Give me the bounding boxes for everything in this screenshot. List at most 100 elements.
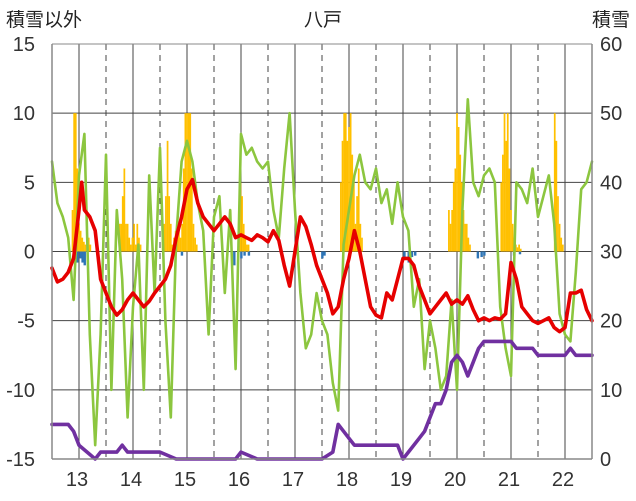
- right-tick-label: 60: [600, 34, 622, 56]
- yellow-bar-58: [344, 113, 347, 252]
- blue-bar-10: [323, 251, 326, 256]
- blue-bar-13: [410, 251, 414, 258]
- yellow-bar-94: [518, 244, 520, 252]
- yellow-bar-0: [71, 210, 74, 252]
- x-tick-label: 21: [498, 469, 520, 491]
- yellow-bar-41: [186, 113, 188, 252]
- yellow-bar-25: [139, 244, 142, 252]
- left-tick-label: 5: [24, 172, 35, 194]
- yellow-bar-82: [469, 244, 471, 252]
- yellow-bar-88: [508, 168, 511, 252]
- yellow-bar-20: [131, 237, 134, 252]
- right-tick-label: 40: [600, 172, 622, 194]
- yellow-bar-6: [81, 237, 84, 252]
- yellow-bar-75: [457, 127, 460, 252]
- blue-bar-11: [403, 251, 406, 259]
- yellow-bar-40: [184, 113, 187, 252]
- yellow-bar-8: [84, 244, 87, 252]
- yellow-bar-79: [464, 223, 466, 252]
- blue-bar-0: [75, 251, 79, 263]
- yellow-bar-50: [241, 196, 243, 252]
- yellow-bar-78: [462, 210, 465, 252]
- blue-bar-15: [476, 251, 480, 259]
- yellow-bar-31: [169, 223, 172, 252]
- right-axis-title: 積雪: [592, 9, 630, 31]
- yellow-bar-27: [163, 223, 166, 252]
- yellow-bar-44: [190, 168, 193, 252]
- yellow-bar-60: [348, 127, 350, 252]
- x-tick-label: 17: [282, 469, 304, 491]
- yellow-bar-28: [165, 196, 167, 252]
- x-tick-label: 22: [552, 469, 574, 491]
- yellow-bar-55: [340, 182, 342, 252]
- yellow-bar-22: [134, 244, 137, 252]
- yellow-bar-57: [343, 113, 346, 252]
- x-tick-label: 19: [390, 469, 412, 491]
- yellow-bar-49: [239, 182, 242, 252]
- yellow-bar-84: [502, 154, 504, 252]
- yellow-bar-4: [78, 223, 80, 252]
- right-tick-label: 10: [600, 380, 622, 402]
- blue-bar-6: [240, 251, 243, 259]
- yellow-bar-7: [82, 241, 85, 252]
- yellow-bar-10: [87, 237, 90, 252]
- yellow-bar-16: [125, 223, 127, 252]
- yellow-bar-1: [73, 113, 76, 252]
- yellow-bar-17: [126, 223, 129, 252]
- yellow-bar-90: [511, 223, 514, 252]
- yellow-bar-101: [561, 244, 564, 252]
- yellow-bar-30: [168, 196, 171, 252]
- yellow-bar-73: [454, 168, 457, 252]
- yellow-bar-62: [351, 154, 354, 252]
- blue-bar-7: [243, 251, 246, 256]
- blue-bar-1: [79, 251, 82, 259]
- left-tick-label: -5: [17, 311, 35, 333]
- yellow-bar-76: [459, 154, 462, 252]
- yellow-bar-13: [120, 223, 122, 252]
- left-tick-label: 15: [13, 34, 35, 56]
- yellow-bar-52: [244, 237, 247, 252]
- yellow-bar-46: [194, 237, 196, 252]
- yellow-bar-36: [178, 223, 180, 252]
- red-series-line: [50, 177, 594, 334]
- yellow-bar-98: [557, 196, 559, 252]
- yellow-bar-29: [166, 140, 169, 252]
- yellow-bar-56: [341, 140, 344, 252]
- yellow-bar-2: [74, 113, 77, 252]
- blue-bar-17: [483, 251, 486, 256]
- yellow-bar-38: [181, 223, 184, 252]
- yellow-bar-21: [133, 223, 135, 252]
- yellow-bar-86: [505, 140, 508, 252]
- yellow-bar-19: [129, 244, 132, 252]
- yellow-bar-68: [361, 237, 363, 252]
- yellow-bar-37: [179, 237, 182, 252]
- yellow-bar-11: [89, 244, 92, 252]
- axis-layer: [51, 43, 593, 460]
- left-axis-title: 積雪以外: [6, 9, 82, 31]
- yellow-bar-74: [456, 113, 458, 252]
- yellow-bar-81: [467, 237, 470, 252]
- yellow-bar-100: [560, 237, 563, 252]
- left-tick-label: 10: [13, 103, 35, 125]
- yellow-bar-71: [451, 210, 454, 252]
- yellow-bar-87: [506, 113, 509, 252]
- yellow-bar-97: [555, 140, 558, 252]
- x-tick-label: 13: [66, 469, 88, 491]
- blue-bar-4: [180, 251, 184, 256]
- x-tick-label: 14: [120, 469, 142, 491]
- blue-bar-2: [81, 251, 84, 263]
- yellow-bar-18: [128, 237, 131, 252]
- yellow-bar-61: [349, 113, 352, 252]
- bars-layer: [71, 113, 564, 266]
- x-tick-label: 20: [444, 469, 466, 491]
- x-tick-label: 18: [336, 469, 358, 491]
- yellow-bar-70: [449, 223, 452, 252]
- yellow-bar-47: [195, 244, 198, 252]
- yellow-bar-69: [448, 210, 450, 252]
- yellow-bar-53: [246, 244, 248, 252]
- right-tick-label: 0: [600, 449, 611, 471]
- x-tick-label: 16: [228, 469, 250, 491]
- ticks-layer: -15 -10 -5 0 5 10 15 0 10 20 30 40 50 60 13 14 15 16 17 18 1…: [6, 34, 622, 491]
- yellow-bar-95: [519, 248, 522, 252]
